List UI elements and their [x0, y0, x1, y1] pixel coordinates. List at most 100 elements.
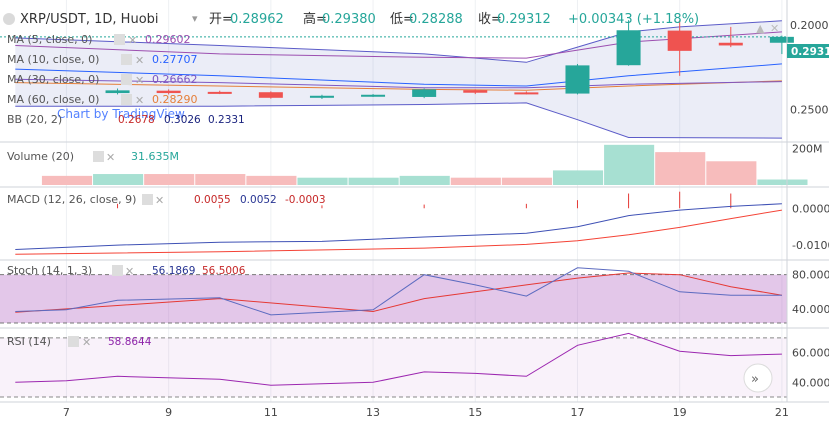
candle-body — [412, 89, 437, 97]
low-label: 低= — [390, 12, 414, 27]
bb-legend[interactable]: BB (20, 2) 0.2678 0.3026 0.2331 — [7, 113, 245, 126]
maximize-icon[interactable]: ▲ — [756, 22, 765, 35]
close-label: 收= — [478, 12, 502, 27]
macd-value-2: 0.0052 — [240, 194, 277, 206]
bb-lower-line — [15, 102, 782, 139]
volume-bar — [195, 174, 246, 185]
ma30-line — [15, 78, 782, 89]
rsi-series — [0, 332, 787, 398]
settings-icon[interactable] — [68, 336, 79, 347]
settings-icon[interactable] — [142, 194, 153, 205]
macd-legend[interactable]: MACD (12, 26, close, 9) ✕ 0.0055 0.0052 … — [7, 193, 326, 207]
x-tick-label: 9 — [165, 406, 172, 419]
bb-value-1: 0.2678 — [118, 114, 155, 126]
volume-bar — [246, 175, 297, 185]
symbol-title: XRP/USDT, 1D, Huobi — [20, 12, 159, 27]
candle-body — [616, 30, 641, 66]
ma60-value: 0.28290 — [152, 93, 198, 106]
bb-value-2: 0.3026 — [164, 114, 201, 126]
ma30-value: 0.26662 — [152, 73, 198, 86]
stoch-y-tick: 80.0000 — [792, 269, 829, 282]
volume-bar — [41, 175, 93, 185]
last-price-value: 0.2931 — [791, 46, 829, 58]
ma10-legend[interactable]: MA (10, close, 0) ✕ 0.27707 — [7, 53, 198, 67]
low-value: 0.28288 — [409, 12, 463, 27]
rsi-label: RSI (14) — [7, 335, 51, 348]
close-icon[interactable]: ✕ — [125, 265, 134, 278]
high-value: 0.29380 — [322, 12, 376, 27]
stoch-d-line — [15, 272, 782, 313]
close-icon[interactable]: ✕ — [82, 336, 91, 349]
volume-bar — [348, 177, 399, 185]
stoch-y-tick: 40.0000 — [792, 303, 829, 316]
bollinger-band-fill — [15, 20, 782, 139]
open-value: 0.28962 — [230, 12, 284, 27]
rsi-y-tick: 60.0000 — [792, 347, 829, 360]
settings-icon[interactable] — [114, 34, 125, 45]
candle-body — [105, 90, 130, 94]
volume-label: Volume (20) — [7, 150, 74, 163]
bb-upper-line — [15, 20, 782, 63]
candle-body — [718, 42, 743, 46]
stoch-band-fill — [0, 274, 787, 323]
change-value: +0.00343 (+1.18%) — [568, 12, 699, 27]
stoch-label: Stoch (14, 1, 3) — [7, 264, 92, 277]
volume-bar — [399, 175, 450, 185]
macd-series — [15, 191, 782, 255]
ma5-legend[interactable]: MA (5, close, 0) ✕ 0.29602 — [7, 33, 191, 47]
volume-bar — [552, 170, 604, 185]
symbol-dropdown-icon[interactable]: ▾ — [192, 12, 198, 25]
close-icon[interactable]: ✕ — [135, 54, 144, 67]
candle-body — [667, 30, 692, 51]
settings-icon[interactable] — [121, 54, 132, 65]
stoch-legend[interactable]: Stoch (14, 1, 3) ✕ 56.1869 56.5006 — [7, 264, 246, 278]
candle-body — [514, 92, 539, 95]
volume-bars — [41, 144, 808, 185]
rsi-band-fill — [0, 337, 787, 398]
volume-legend[interactable]: Volume (20) ✕ 31.635M — [7, 150, 179, 164]
ma5-label: MA (5, close, 0) — [7, 33, 92, 46]
ma60-legend[interactable]: MA (60, close, 0) ✕ 0.28290 — [7, 93, 198, 107]
rsi-line — [15, 332, 782, 386]
rsi-legend[interactable]: RSI (14) ✕ 58.8644 — [7, 335, 152, 349]
x-tick-label: 17 — [570, 406, 584, 419]
volume-bar — [144, 174, 195, 185]
ma10-value: 0.27707 — [152, 53, 198, 66]
volume-bar — [757, 179, 808, 185]
settings-icon[interactable] — [93, 151, 104, 162]
volume-value: 31.635M — [131, 150, 179, 163]
open-label: 开= — [209, 12, 233, 27]
x-tick-label: 15 — [468, 406, 482, 419]
settings-icon[interactable] — [121, 74, 132, 85]
ma30-legend[interactable]: MA (30, close, 0) ✕ 0.26662 — [7, 73, 198, 87]
close-icon[interactable]: ✕ — [106, 151, 115, 164]
volume-bar — [604, 144, 655, 185]
last-price-badge: 0.2931 — [787, 44, 829, 58]
scroll-to-realtime-button[interactable]: » — [743, 363, 773, 393]
x-tick-label: 13 — [366, 406, 380, 419]
stoch-k-line — [15, 267, 782, 316]
bb-label: BB (20, 2) — [7, 113, 62, 126]
x-tick-label: 11 — [264, 406, 278, 419]
ma60-label: MA (60, close, 0) — [7, 93, 99, 106]
macd-line — [15, 203, 782, 250]
rsi-y-tick: 40.0000 — [792, 376, 829, 389]
chart-header: XRP/USDT, 1D, Huobi ▾ 开= 0.28962 高= 0.29… — [3, 11, 699, 27]
volume-bar — [501, 177, 552, 185]
close-icon[interactable]: ✕ — [128, 34, 137, 47]
close-pane-icon[interactable]: ✕ — [770, 22, 779, 35]
watermark: Chart by TradingView — [57, 107, 185, 121]
macd-value-1: 0.0055 — [194, 194, 231, 206]
close-icon[interactable]: ✕ — [135, 74, 144, 87]
settings-icon[interactable] — [121, 94, 132, 105]
price-y-tick: 0.2000 — [790, 19, 829, 32]
candle-body — [463, 90, 488, 93]
volume-bar — [655, 152, 706, 185]
settings-icon[interactable] — [112, 265, 123, 276]
close-icon[interactable]: ✕ — [135, 94, 144, 107]
x-tick-label: 21 — [775, 406, 789, 419]
close-icon[interactable]: ✕ — [155, 194, 164, 207]
candle-body — [156, 90, 181, 94]
bollinger-band-area — [15, 20, 782, 139]
